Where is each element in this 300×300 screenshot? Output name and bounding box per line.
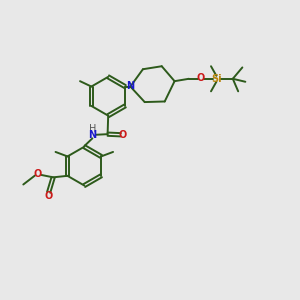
Text: N: N bbox=[88, 130, 96, 140]
Text: Si: Si bbox=[211, 74, 222, 84]
Text: O: O bbox=[119, 130, 127, 140]
Text: H: H bbox=[89, 124, 96, 134]
Text: O: O bbox=[34, 169, 42, 179]
Text: N: N bbox=[127, 81, 135, 91]
Text: O: O bbox=[197, 73, 205, 83]
Text: O: O bbox=[44, 191, 52, 201]
